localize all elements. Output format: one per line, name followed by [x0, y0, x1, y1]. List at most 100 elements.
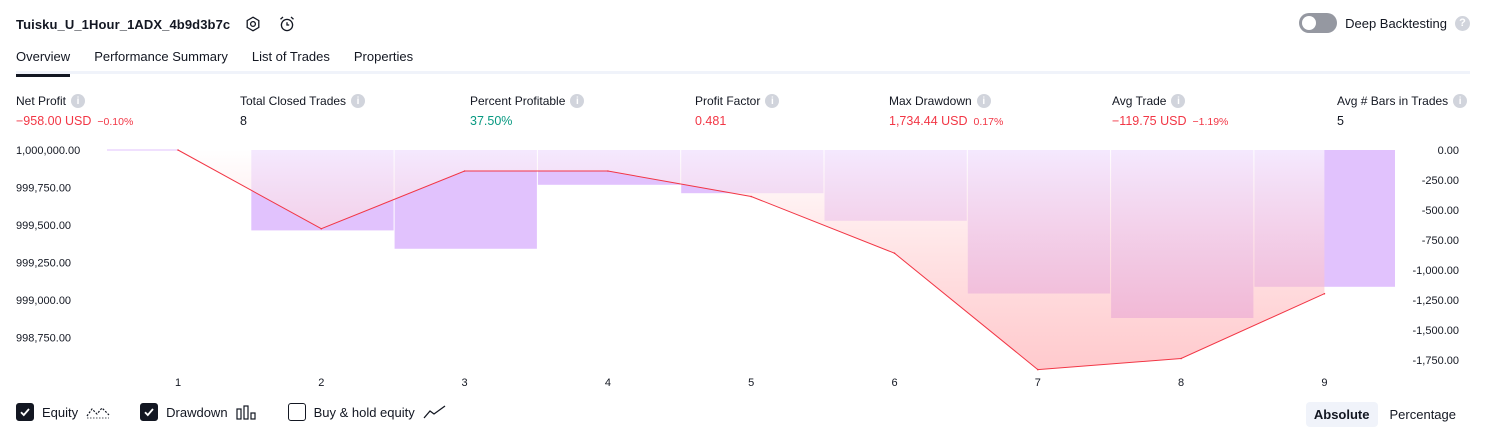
tab-performance-summary[interactable]: Performance Summary	[94, 49, 228, 64]
tab-bar: Overview Performance Summary List of Tra…	[16, 46, 1470, 77]
metric-value: 8	[240, 114, 247, 128]
equity-line-icon	[86, 407, 110, 419]
left-axis: 1,000,000.00 999,750.00 999,500.00 999,250.…	[16, 145, 80, 345]
tab-properties[interactable]: Properties	[353, 49, 414, 64]
metric-percent: 0.17%	[973, 116, 1004, 128]
metrics-row: Net Profit i −958.00 USD −0.10% Total Clos…	[16, 93, 1470, 129]
settings-gear-icon[interactable]	[242, 13, 264, 35]
info-icon[interactable]: i	[765, 94, 780, 108]
metric-label: Avg Trade	[1112, 94, 1167, 108]
help-icon[interactable]: ?	[1455, 15, 1470, 31]
equity-point	[1323, 292, 1326, 295]
metric-value: −119.75 USD	[1112, 114, 1187, 128]
right-axis-tick-label: -500.00	[1422, 205, 1459, 217]
equity-point	[1037, 368, 1039, 371]
x-axis-tick-label: 3	[462, 377, 468, 389]
bar-chart-icon	[235, 405, 256, 420]
metric-percent: −0.10%	[97, 116, 134, 128]
checkmark-icon	[144, 408, 154, 417]
right-axis-tick-label: -1,250.00	[1413, 295, 1459, 307]
legend-drawdown[interactable]: Drawdown	[140, 403, 257, 421]
right-axis-tick-label: -250.00	[1422, 175, 1459, 187]
metric-total-closed-trades: Total Closed Trades i 8	[240, 93, 366, 128]
tab-overview[interactable]: Overview	[16, 46, 71, 77]
left-axis-tick-label: 999,750.00	[16, 183, 71, 195]
metric-value: 37.50%	[470, 114, 513, 128]
right-axis-tick-label: -1,000.00	[1413, 265, 1459, 277]
equity-checkbox[interactable]	[16, 403, 34, 421]
legend-equity[interactable]: Equity	[16, 403, 110, 421]
right-axis-tick-label: -1,500.00	[1413, 325, 1459, 337]
trend-line-icon	[423, 405, 446, 419]
left-axis-tick-label: 998,750.00	[16, 333, 71, 345]
equity-point	[177, 149, 179, 151]
metric-label: Net Profit	[16, 94, 67, 108]
info-icon[interactable]: i	[71, 94, 86, 108]
info-icon[interactable]: i	[570, 94, 585, 108]
x-axis-tick-label: 6	[891, 377, 897, 389]
equity-point	[463, 170, 466, 172]
equity-line	[107, 149, 1326, 371]
x-axis-tick-label: 9	[1321, 377, 1327, 389]
info-icon[interactable]: i	[1453, 94, 1468, 108]
info-icon[interactable]: i	[1171, 94, 1186, 108]
percentage-button[interactable]: Percentage	[1389, 407, 1457, 422]
x-axis: 1 2 3 4 5 6 7 8 9	[175, 377, 1328, 389]
value-mode-switch: Absolute Percentage	[1305, 402, 1464, 427]
toggle-knob	[1302, 16, 1317, 30]
legend-buy-hold-label: Buy & hold equity	[313, 404, 415, 420]
metric-avg-bars: Avg # Bars in Trades i 5	[1337, 93, 1468, 128]
left-axis-tick-label: 1,000,000.00	[16, 145, 80, 157]
metric-value: 1,734.44 USD	[889, 114, 968, 128]
right-axis: 0.00 -250.00 -500.00 -750.00 -1,000.00 -1,250…	[1413, 145, 1459, 367]
x-axis-tick-label: 5	[748, 377, 754, 389]
chart-legend: Equity Drawdown Buy & hold equity	[16, 403, 447, 421]
metric-label: Profit Factor	[695, 94, 761, 108]
metric-net-profit: Net Profit i −958.00 USD −0.10%	[16, 93, 133, 128]
metric-percent-profitable: Percent Profitable i 37.50%	[470, 93, 585, 128]
drawdown-checkbox[interactable]	[140, 403, 159, 421]
left-axis-tick-label: 999,000.00	[16, 295, 71, 307]
legend-drawdown-label: Drawdown	[166, 404, 228, 420]
strategy-header: Tuisku_U_1Hour_1ADX_4b9d3b7c	[16, 12, 298, 36]
left-axis-tick-label: 999,250.00	[16, 258, 71, 270]
info-icon[interactable]: i	[351, 94, 366, 108]
metric-label: Total Closed Trades	[240, 94, 347, 108]
metric-percent: −1.19%	[1192, 116, 1229, 128]
legend-buy-hold[interactable]: Buy & hold equity	[287, 403, 447, 421]
metric-label: Max Drawdown	[889, 94, 972, 108]
x-axis-tick-label: 7	[1035, 377, 1041, 389]
x-axis-tick-label: 8	[1178, 377, 1184, 389]
metric-value: 0.481	[695, 114, 727, 128]
metric-value: 5	[1337, 114, 1344, 128]
metric-value: −958.00 USD	[16, 114, 92, 128]
legend-equity-label: Equity	[42, 404, 79, 420]
deep-backtesting: Deep Backtesting ?	[1299, 13, 1470, 33]
info-icon[interactable]: i	[976, 94, 991, 108]
right-axis-tick-label: 0.00	[1438, 145, 1459, 157]
deep-backtesting-toggle[interactable]	[1299, 13, 1338, 33]
strategy-name: Tuisku_U_1Hour_1ADX_4b9d3b7c	[16, 16, 231, 32]
metric-label: Percent Profitable	[470, 94, 566, 108]
right-axis-tick-label: -1,750.00	[1413, 355, 1459, 367]
equity-point	[1180, 357, 1182, 360]
buy-hold-checkbox[interactable]	[287, 403, 306, 421]
tab-list-of-trades[interactable]: List of Trades	[251, 49, 330, 64]
x-axis-tick-label: 4	[605, 377, 611, 389]
metric-max-drawdown: Max Drawdown i 1,734.44 USD 0.17%	[889, 93, 1003, 128]
equity-point	[320, 227, 323, 230]
checkmark-icon	[20, 408, 30, 417]
equity-point	[893, 252, 896, 254]
x-axis-tick-label: 1	[175, 377, 181, 389]
absolute-button[interactable]: Absolute	[1305, 402, 1378, 427]
equity-area	[178, 150, 1325, 370]
left-axis-tick-label: 999,500.00	[16, 220, 71, 232]
metric-avg-trade: Avg Trade i −119.75 USD −1.19%	[1112, 93, 1228, 128]
equity-point	[750, 195, 752, 198]
equity-drawdown-chart[interactable]: 1,000,000.00 999,750.00 999,500.00 999,250.…	[0, 138, 1486, 396]
alarm-clock-add-icon[interactable]	[276, 13, 298, 35]
metric-profit-factor: Profit Factor i 0.481	[695, 93, 780, 128]
x-axis-tick-label: 2	[318, 377, 324, 389]
equity-fill	[178, 150, 1325, 370]
equity-point	[607, 170, 609, 172]
